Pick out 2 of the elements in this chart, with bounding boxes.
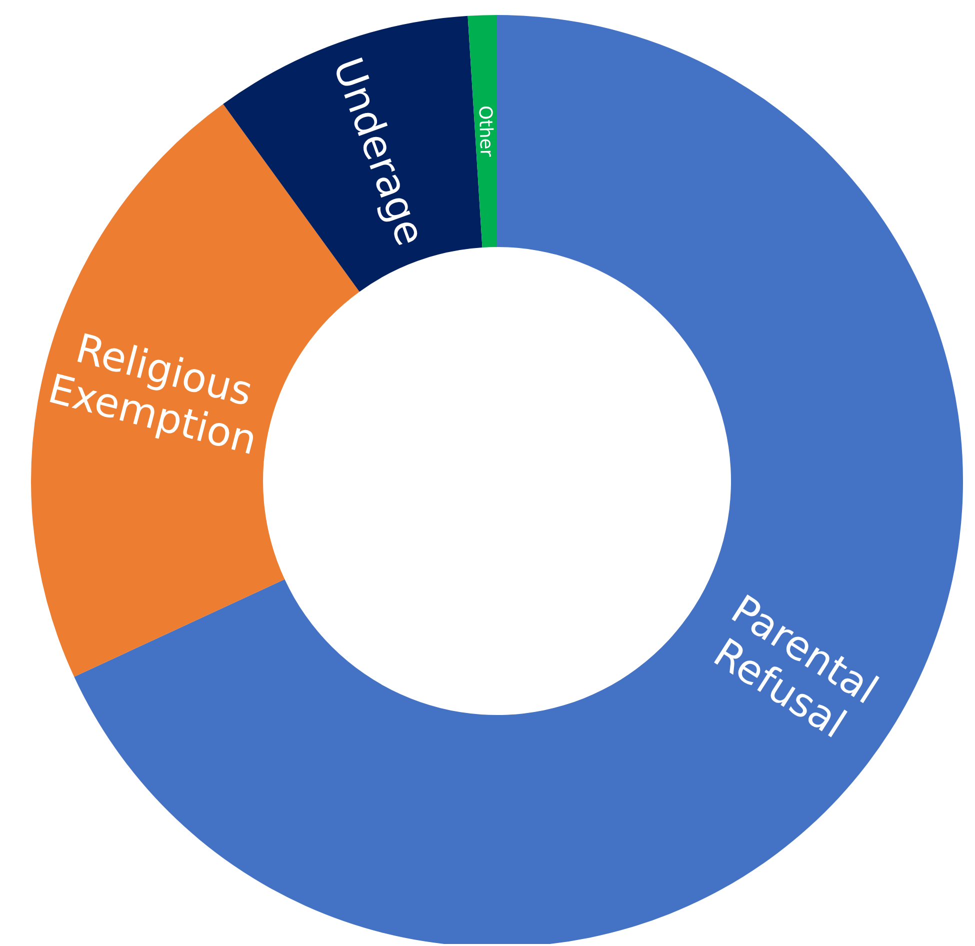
slice-label: Other xyxy=(474,105,498,158)
donut-slice xyxy=(468,15,497,248)
